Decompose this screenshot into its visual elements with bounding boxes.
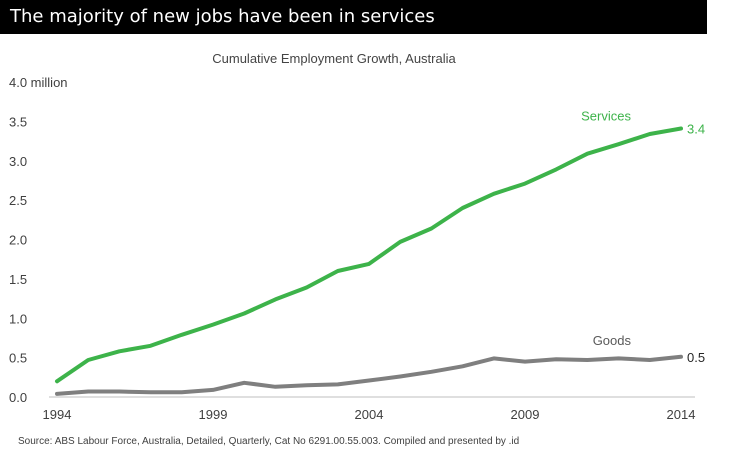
x-tick-label: 2014 (667, 407, 696, 422)
y-axis-tick-labels: 0.0 0.5 1.0 1.5 2.0 2.5 3.0 3.5 4.0 million (9, 75, 68, 405)
series-labels: 3.4 Services 0.5 Goods (581, 108, 705, 364)
y-tick-label: 1.5 (9, 272, 27, 287)
y-tick-label: 1.0 (9, 311, 27, 326)
services-series-label: Services (581, 108, 631, 123)
x-tick-label: 2004 (355, 407, 384, 422)
x-axis-tick-labels: 1994 1999 2004 2009 2014 (43, 407, 696, 422)
goods-series-label: Goods (593, 333, 632, 348)
x-tick-label: 1994 (43, 407, 72, 422)
chart-subtitle: Cumulative Employment Growth, Australia (212, 51, 456, 66)
y-tick-label: 3.5 (9, 114, 27, 129)
y-tick-label: 2.0 (9, 233, 27, 248)
y-tick-label: 3.0 (9, 154, 27, 169)
series-lines (55, 126, 683, 396)
x-tick-label: 1999 (199, 407, 228, 422)
y-tick-label: 0.5 (9, 351, 27, 366)
y-tick-label: 2.5 (9, 193, 27, 208)
goods-line (55, 354, 683, 396)
services-line (55, 126, 683, 384)
x-tick-label: 2009 (511, 407, 540, 422)
y-tick-label: 4.0 million (9, 75, 68, 90)
services-end-value-label: 3.4 (687, 121, 705, 136)
chart-title-banner: The majority of new jobs have been in se… (0, 0, 707, 34)
source-note: Source: ABS Labour Force, Australia, Det… (18, 436, 519, 447)
goods-end-value-label: 0.5 (687, 350, 705, 365)
y-tick-label: 0.0 (9, 390, 27, 405)
